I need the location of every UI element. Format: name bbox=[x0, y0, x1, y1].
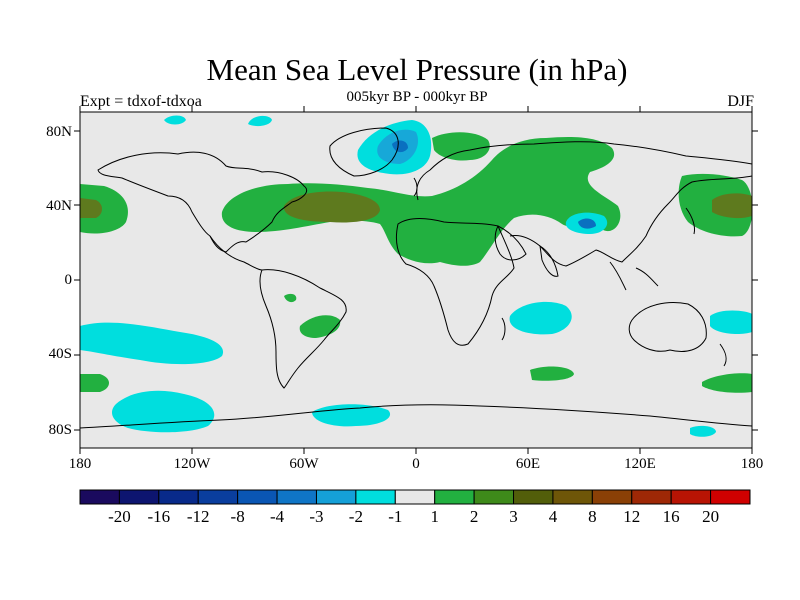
coast-greenland bbox=[329, 127, 399, 177]
colorbar-swatch bbox=[315, 489, 357, 505]
coast-australia bbox=[628, 302, 707, 352]
colorbar-label: 8 bbox=[588, 507, 597, 526]
colorbar-label: -1 bbox=[388, 507, 403, 526]
anomaly-positive-atlantic-eurasia bbox=[221, 137, 621, 266]
coast-arabia bbox=[494, 225, 527, 261]
anomaly-positive-east-pacific-core bbox=[80, 198, 102, 218]
coast-antarctica bbox=[80, 404, 752, 429]
colorbar-label: 1 bbox=[430, 507, 439, 526]
colorbar-label: 20 bbox=[702, 507, 720, 526]
colorbar-swatch bbox=[276, 489, 317, 505]
lat-tick-label: 80N bbox=[46, 124, 72, 140]
colorbar-swatch bbox=[552, 489, 593, 505]
experiment-label: Expt = tdxof-tdxoa bbox=[80, 93, 202, 110]
lat-tick-label: 40S bbox=[48, 346, 72, 362]
anomaly-positive-south-atlantic bbox=[284, 293, 297, 303]
coast-uk bbox=[413, 177, 418, 197]
colorbar-swatch bbox=[434, 489, 475, 505]
colorbar-swatch bbox=[237, 489, 278, 505]
coast-southeast-asia bbox=[609, 261, 659, 291]
anomaly-negative-antarctic bbox=[690, 425, 716, 437]
colorbar-swatch bbox=[355, 489, 396, 505]
colorbar-swatch bbox=[631, 489, 672, 505]
lat-tick-label: 80S bbox=[48, 422, 72, 438]
colorbar-swatch bbox=[591, 489, 633, 505]
lon-tick-label: 120E bbox=[624, 456, 656, 472]
lat-tick-label: 40N bbox=[46, 198, 72, 214]
lon-tick-label: 60E bbox=[515, 456, 541, 472]
colorbar-label: 12 bbox=[623, 507, 641, 526]
colorbar-label: -4 bbox=[269, 507, 285, 526]
anomaly-positive-atlantic-core bbox=[283, 191, 380, 223]
coastline-layer bbox=[80, 127, 752, 429]
anomaly-positive-north-atlantic bbox=[432, 132, 490, 161]
lon-tick-label: 0 bbox=[412, 456, 420, 472]
colorbar-swatch bbox=[118, 489, 160, 505]
anomaly-negative-pacific-arctic bbox=[164, 115, 186, 125]
anomaly-positive-south-indian bbox=[530, 366, 574, 381]
lon-tick-label: 60W bbox=[289, 456, 319, 472]
anomaly-positive-south-pacific bbox=[80, 374, 109, 392]
anomaly-positive-west-pacific-core bbox=[712, 193, 752, 219]
colorbar-swatch bbox=[710, 489, 751, 505]
anomaly-negative-south-pacific bbox=[80, 322, 224, 365]
colorbar-label: 3 bbox=[509, 507, 518, 526]
coast-north-america bbox=[97, 151, 308, 253]
map-ticks bbox=[74, 106, 758, 454]
colorbar-label: -2 bbox=[348, 507, 363, 526]
colorbar-swatch bbox=[473, 489, 515, 505]
coast-japan bbox=[685, 207, 695, 235]
colorbar-label: -20 bbox=[108, 507, 131, 526]
coast-asia-east bbox=[509, 175, 752, 267]
coast-new-zealand bbox=[719, 343, 727, 367]
colorbar-swatch bbox=[670, 489, 712, 505]
colorbar bbox=[79, 489, 751, 505]
anomaly-negative-indian-ocean bbox=[509, 301, 572, 335]
map-panel bbox=[80, 112, 752, 448]
lon-tick-label: 180 bbox=[68, 456, 92, 472]
colorbar-swatch bbox=[394, 489, 436, 505]
coast-central-america bbox=[209, 235, 263, 271]
colorbar-swatch bbox=[197, 489, 239, 505]
coast-africa bbox=[395, 218, 515, 346]
anomaly-negative-tasman bbox=[710, 310, 752, 334]
colorbar-swatch bbox=[513, 489, 554, 505]
plot-subtitle: 005kyr BP - 000kyr BP bbox=[346, 89, 488, 105]
anomaly-positive-southwest-pacific bbox=[702, 373, 752, 393]
colorbar-label: 16 bbox=[662, 507, 680, 526]
coast-europe-asia bbox=[416, 141, 752, 201]
plot-title: Mean Sea Level Pressure (in hPa) bbox=[206, 52, 628, 87]
colorbar-label: 2 bbox=[469, 507, 479, 526]
colorbar-label: 4 bbox=[548, 507, 558, 526]
colorbar-swatch bbox=[158, 489, 199, 505]
colorbar-swatch bbox=[79, 489, 120, 505]
coast-south-america bbox=[259, 269, 347, 389]
colorbar-label: -12 bbox=[186, 507, 210, 526]
anomaly-positive-east-pacific bbox=[80, 184, 128, 234]
anomaly-negative-arctic bbox=[248, 115, 272, 127]
colorbar-label: -3 bbox=[309, 507, 324, 526]
season-label: DJF bbox=[727, 93, 754, 110]
lon-tick-label: 180 bbox=[740, 456, 764, 472]
colorbar-label: -16 bbox=[147, 507, 171, 526]
coast-madagascar bbox=[501, 317, 506, 341]
colorbar-label: -8 bbox=[230, 507, 245, 526]
lon-tick-label: 120W bbox=[173, 456, 211, 472]
lat-tick-label: 0 bbox=[64, 272, 73, 288]
anomaly-negative-tibet-core bbox=[578, 218, 596, 229]
anomaly-negative-greenland-center bbox=[392, 140, 408, 153]
coast-india bbox=[539, 245, 559, 277]
